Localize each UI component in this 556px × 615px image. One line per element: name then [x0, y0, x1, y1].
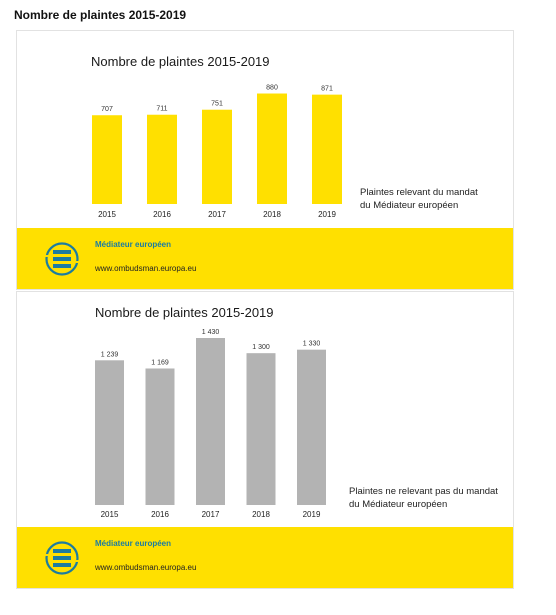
data-label-2018: 1 300 — [252, 344, 270, 351]
data-label-2018: 880 — [266, 85, 278, 92]
bar-2016 — [145, 368, 175, 505]
chart-caption: Plaintes relevant du mandat du Médiateur… — [360, 186, 478, 212]
caption-line-1: Plaintes relevant du mandat — [360, 187, 478, 198]
bar-2018 — [246, 353, 276, 505]
bar-2017 — [202, 109, 232, 204]
data-label-2019: 871 — [321, 86, 333, 93]
footer-url[interactable]: www.ombudsman.europa.eu — [95, 264, 197, 273]
caption-line-2: du Médiateur européen — [360, 200, 459, 211]
ombudsman-logo-icon — [45, 541, 79, 575]
x-tick-label-2015: 2015 — [101, 510, 119, 519]
footer-banner: Médiateur européen www.ombudsman.europa.… — [17, 527, 513, 588]
bar-2018 — [257, 93, 287, 204]
bar-2019 — [297, 349, 326, 505]
data-label-2015: 1 239 — [101, 351, 119, 358]
x-tick-label-2017: 2017 — [202, 510, 220, 519]
data-label-2019: 1 330 — [303, 341, 321, 348]
footer-brand: Médiateur européen — [95, 539, 172, 548]
x-tick-label-2019: 2019 — [318, 210, 336, 219]
x-tick-label-2015: 2015 — [98, 210, 116, 219]
caption-line-2: du Médiateur européen — [349, 499, 448, 510]
x-tick-label-2019: 2019 — [303, 510, 321, 519]
footer-url[interactable]: www.ombudsman.europa.eu — [95, 563, 197, 572]
page-title: Nombre de plaintes 2015-2019 — [14, 8, 187, 22]
data-label-2017: 1 430 — [202, 329, 220, 336]
data-label-2015: 707 — [101, 106, 113, 113]
caption-line-1: Plaintes ne relevant pas du mandat — [349, 486, 498, 497]
footer-banner: Médiateur européen www.ombudsman.europa.… — [17, 228, 513, 289]
x-tick-label-2018: 2018 — [252, 510, 270, 519]
bar-2015 — [92, 115, 122, 204]
data-label-2016: 711 — [156, 106, 167, 113]
data-label-2017: 751 — [211, 101, 223, 108]
x-tick-label-2016: 2016 — [153, 210, 171, 219]
chart-caption: Plaintes ne relevant pas du mandat du Mé… — [349, 485, 498, 511]
footer-brand: Médiateur européen — [95, 240, 172, 249]
bar-2019 — [312, 94, 342, 204]
data-label-2016: 1 169 — [151, 359, 169, 366]
x-tick-label-2018: 2018 — [263, 210, 281, 219]
bar-2016 — [147, 114, 177, 204]
ombudsman-logo-icon — [45, 242, 79, 276]
bar-chart-outside-mandate: 1 239 2015 1 169 2016 1 430 2017 1 300 2018 1 33… — [95, 329, 326, 519]
chart-card-in-mandate: Nombre de plaintes 2015-2019 707 2015 711 2… — [16, 30, 514, 290]
bar-chart-in-mandate: 707 2015 711 2016 751 2017 880 2018 871 2019 — [92, 85, 342, 219]
chart-title: Nombre de plaintes 2015-2019 — [95, 305, 274, 320]
x-tick-label-2017: 2017 — [208, 210, 226, 219]
chart-card-outside-mandate: Nombre de plaintes 2015-2019 1 239 2015 1 … — [16, 291, 514, 589]
bar-2015 — [95, 360, 124, 505]
chart-title: Nombre de plaintes 2015-2019 — [91, 54, 270, 69]
x-tick-label-2016: 2016 — [151, 510, 169, 519]
bar-2017 — [196, 338, 225, 505]
